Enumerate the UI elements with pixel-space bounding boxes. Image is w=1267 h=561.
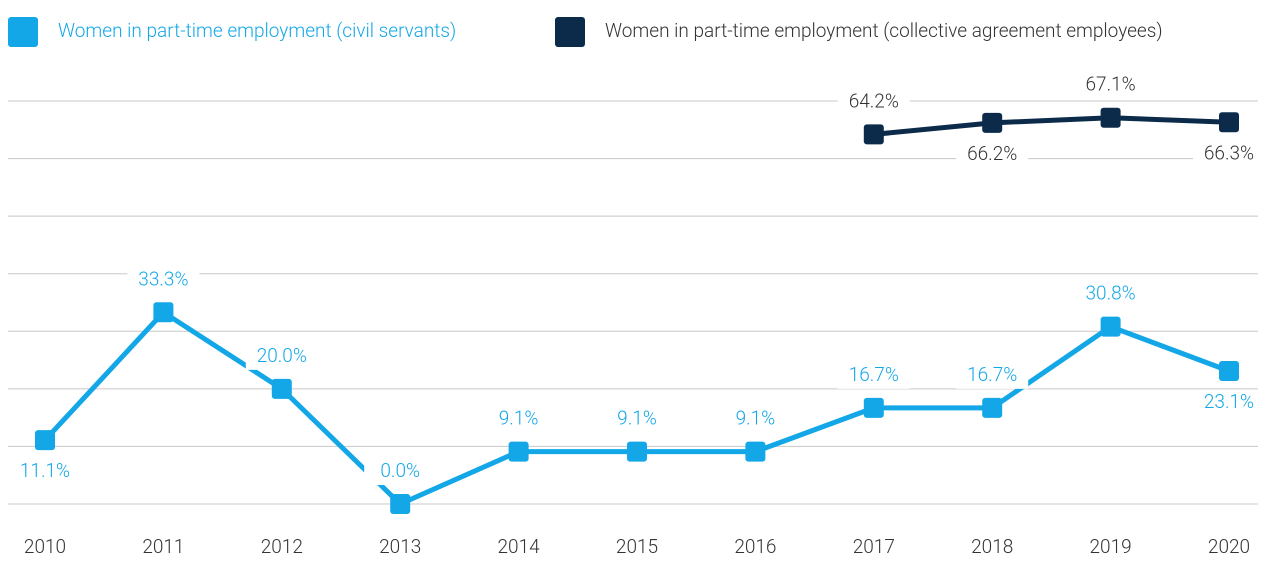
x-tick-label: 2016 [734, 535, 776, 558]
label-bg [364, 459, 437, 485]
label-bg [482, 406, 555, 433]
label-bg [956, 362, 1029, 389]
point-marker [508, 441, 529, 462]
x-tick-label: 2019 [1090, 535, 1132, 558]
label-bg [719, 406, 792, 433]
point-marker [271, 378, 292, 399]
label-bg [837, 362, 910, 389]
x-tick-label: 2011 [142, 535, 184, 558]
x-tick-label: 2015 [616, 535, 658, 558]
label-bg [1074, 72, 1147, 99]
label-bg [956, 141, 1029, 168]
legend-swatch [8, 17, 38, 47]
x-tick-label: 2013 [379, 535, 421, 558]
label-bg [1074, 281, 1147, 308]
data-label: 30.8% [1085, 282, 1135, 305]
data-label: 9.1% [617, 407, 657, 430]
x-tick-label: 2018 [971, 535, 1013, 558]
data-label: 9.1% [499, 407, 539, 430]
data-label: 9.1% [736, 407, 776, 430]
point-marker [1100, 107, 1121, 128]
legend-swatch [555, 17, 585, 47]
data-label: 66.2% [967, 142, 1017, 165]
point-marker [863, 397, 884, 418]
x-tick-label: 2012 [261, 535, 303, 558]
label-bg [127, 267, 200, 294]
legend-label: Women in part-time employment (collectiv… [605, 19, 1163, 42]
data-label: 33.3% [138, 267, 188, 290]
label-bg [245, 343, 318, 370]
data-label: 16.7% [967, 363, 1017, 386]
data-label: 0.0% [380, 459, 420, 482]
label-bg [837, 89, 910, 116]
point-marker [863, 124, 884, 145]
x-tick-label: 2014 [498, 535, 541, 558]
point-marker [35, 430, 55, 451]
data-label: 67.1% [1085, 73, 1135, 96]
point-marker [1100, 316, 1121, 337]
point-marker [982, 112, 1003, 133]
data-label: 64.2% [849, 89, 899, 112]
label-bg [1193, 141, 1265, 168]
point-marker [982, 397, 1003, 418]
data-label: 11.1% [20, 459, 70, 482]
label-bg [9, 459, 81, 486]
data-label: 66.3% [1204, 141, 1254, 164]
series-line [873, 115, 1230, 137]
data-label: 16.7% [849, 363, 899, 386]
x-tick-label: 2010 [24, 535, 66, 558]
data-label: 23.1% [1204, 390, 1254, 413]
point-marker [390, 494, 411, 514]
label-bg [1193, 390, 1265, 417]
point-marker [153, 302, 174, 323]
x-tick-label: 2020 [1208, 535, 1250, 558]
point-marker [627, 441, 647, 462]
point-marker [1219, 361, 1239, 382]
x-tick-label: 2017 [853, 535, 895, 558]
point-marker [1219, 112, 1239, 133]
point-marker [745, 441, 766, 462]
data-label: 20.0% [257, 344, 307, 367]
legend-label: Women in part-time employment (civil ser… [58, 19, 456, 42]
label-bg [601, 406, 673, 433]
